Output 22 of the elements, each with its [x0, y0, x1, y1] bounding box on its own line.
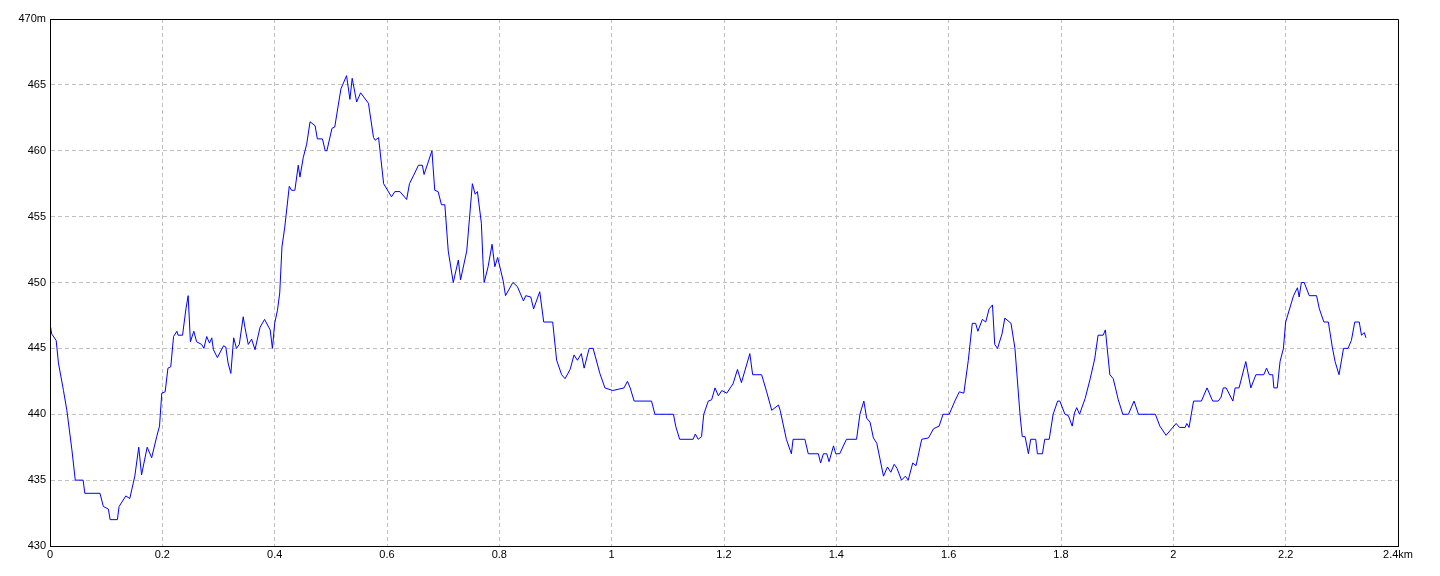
y-tick-label: 445 — [27, 341, 46, 354]
y-tick-label: 450 — [27, 275, 46, 288]
x-tick-label: 1.4 — [828, 547, 844, 560]
x-tick-label: 0.2 — [154, 547, 170, 560]
y-tick-label: 460 — [27, 143, 46, 156]
y-tick-label: 470m — [18, 12, 46, 25]
x-tick-label: 1.8 — [1053, 547, 1069, 560]
x-tick-label: 1.6 — [941, 547, 957, 560]
y-tick-label: 440 — [27, 407, 46, 420]
y-tick-label: 465 — [27, 77, 46, 90]
x-tick-label: 1 — [608, 547, 615, 560]
x-tick-label: 1.2 — [716, 547, 732, 560]
x-tick-label: 2 — [1170, 547, 1177, 560]
x-tick-label: 2.2 — [1278, 547, 1294, 560]
y-tick-label: 455 — [27, 209, 46, 222]
x-tick-label: 0.4 — [267, 547, 283, 560]
x-tick-label: 2.4km — [1383, 547, 1413, 560]
x-tick-label: 0 — [46, 547, 54, 560]
x-tick-label: 0.8 — [491, 547, 507, 560]
y-tick-label: 435 — [27, 473, 46, 486]
y-tick-label: 430 — [27, 539, 46, 552]
x-tick-label: 0.6 — [379, 547, 395, 560]
